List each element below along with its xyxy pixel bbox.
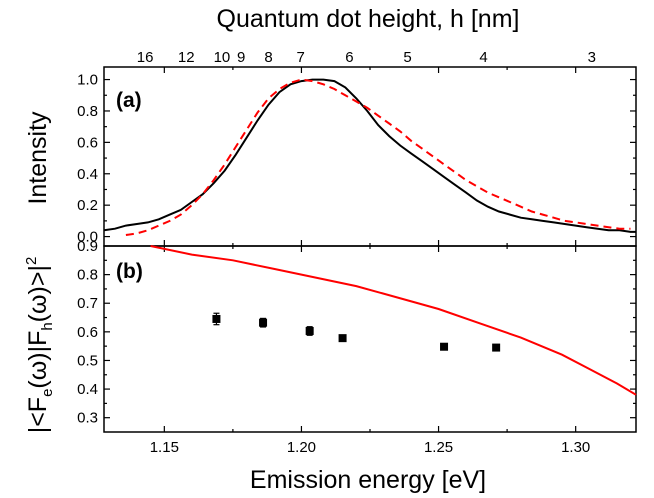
y-tick-label: 0.7 — [77, 295, 98, 312]
y-axis-title-b: |<Fe(ω)|Fh(ω)>|2 — [23, 257, 56, 434]
top-axis-tick-label: 9 — [237, 49, 245, 66]
x-tick-label: 1.30 — [561, 439, 590, 456]
plot-frame-1 — [103, 245, 637, 433]
series-line-1-0 — [150, 245, 637, 396]
y-tick-label: 1.0 — [77, 72, 98, 89]
data-point — [338, 334, 347, 343]
data-point — [259, 318, 268, 327]
data-point — [440, 342, 449, 351]
series-line-0-1 — [125, 78, 631, 236]
top-axis-tick-label: 4 — [479, 49, 487, 66]
top-axis-tick-label: 16 — [137, 49, 154, 66]
panel-label-a: (a) — [116, 89, 142, 112]
y-tick-label: 0.2 — [77, 197, 98, 214]
y-tick-label: 0.9 — [77, 238, 98, 255]
x-tick-label: 1.20 — [287, 439, 316, 456]
top-axis-tick-label: 12 — [178, 49, 195, 66]
y-axis-title-a: Intensity — [24, 111, 52, 205]
x-axis-title: Emission energy [eV] — [250, 466, 486, 494]
data-point — [492, 343, 501, 352]
top-axis-tick-label: 8 — [264, 49, 272, 66]
y-tick-label: 0.0 — [77, 229, 98, 246]
y-tick-label: 0.6 — [77, 324, 98, 341]
top-axis-tick-label: 5 — [403, 49, 411, 66]
x-tick-label: 1.25 — [424, 439, 453, 456]
data-point — [212, 314, 221, 323]
panel-label-b: (b) — [116, 260, 143, 283]
top-axis-tick-label: 6 — [345, 49, 353, 66]
top-axis-tick-label: 10 — [214, 49, 231, 66]
y-tick-label: 0.3 — [77, 410, 98, 427]
panel-a: 0.0 0.2 0.4 0.6 0.8 1.0 16 12 10 9 8 7 6 5 4 3 — [77, 49, 637, 247]
y-tick-label: 0.8 — [77, 267, 98, 284]
y-tick-label: 0.8 — [77, 103, 98, 120]
data-point — [305, 326, 314, 335]
top-axis-tick-label: 7 — [296, 49, 304, 66]
y-tick-label: 0.4 — [77, 381, 98, 398]
top-axis-title: Quantum dot height, h [nm] — [217, 5, 520, 33]
top-axis-tick-label: 3 — [588, 49, 596, 66]
y-tick-label: 0.4 — [77, 166, 98, 183]
x-tick-label: 1.15 — [150, 439, 179, 456]
y-tick-label: 0.6 — [77, 134, 98, 151]
panel-b: 1.15 1.20 1.25 1.30 0.3 0.4 0.5 0.6 0.7 0.8 0.9 — [77, 238, 637, 456]
series-line-0-0 — [103, 78, 636, 233]
y-tick-label: 0.5 — [77, 352, 98, 369]
y-axis-title-b-text: |<F — [24, 397, 52, 433]
